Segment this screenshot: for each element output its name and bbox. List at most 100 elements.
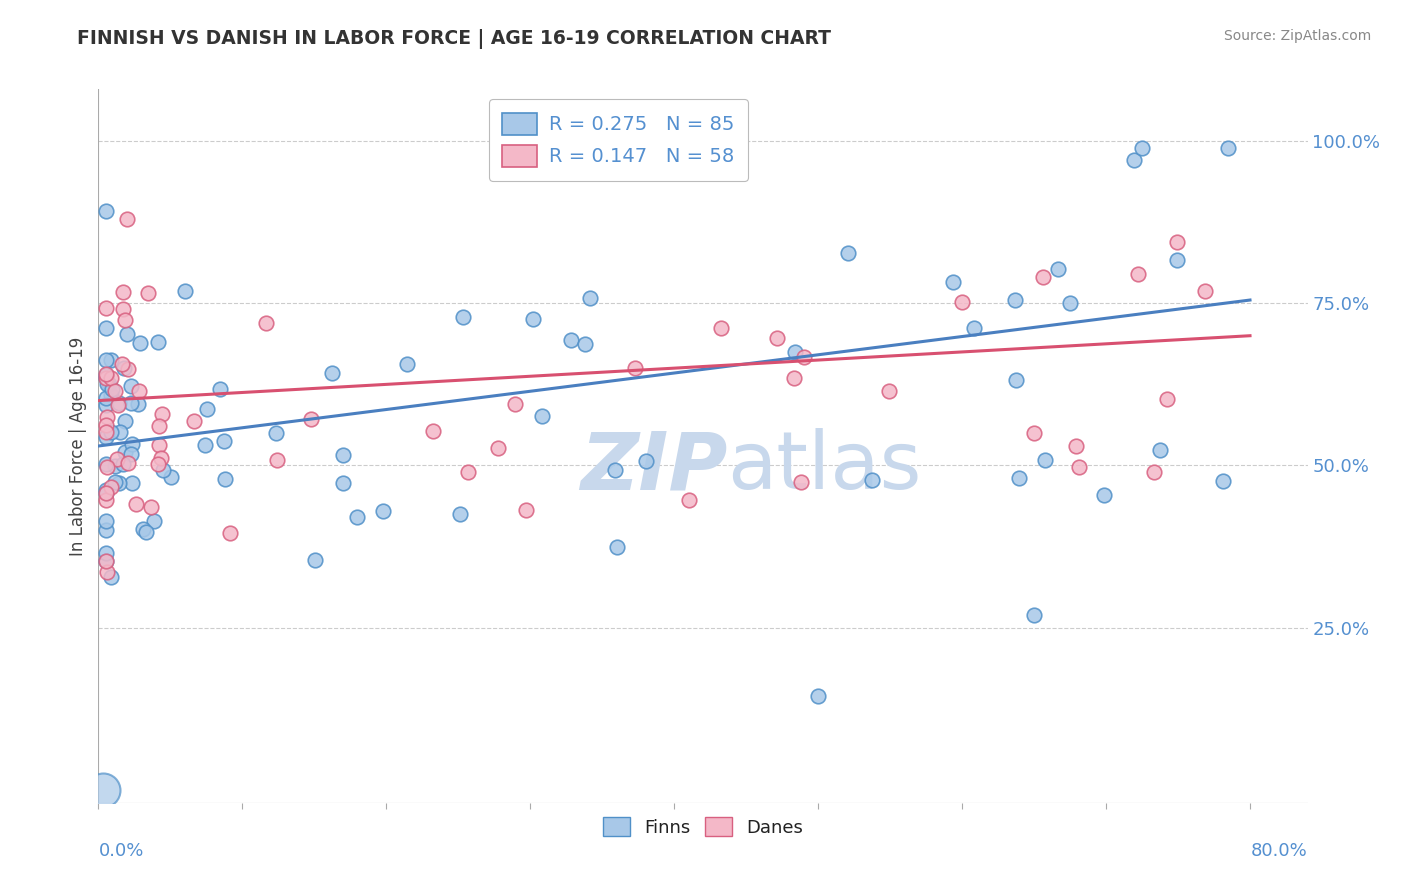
Point: [94, 457, 117, 471]
Point: [266, 426, 288, 441]
Point: [94, 483, 117, 497]
Point: [115, 211, 138, 226]
Point: [1022, 607, 1045, 622]
Point: [877, 384, 900, 398]
Point: [150, 407, 173, 421]
Point: [96, 485, 118, 500]
Point: [98, 377, 121, 392]
Point: [127, 397, 149, 411]
Point: [100, 479, 122, 493]
Point: [146, 457, 169, 471]
Point: [94, 370, 117, 384]
Point: [141, 500, 163, 515]
Point: [94, 514, 117, 528]
Point: [120, 447, 142, 461]
Point: [94, 321, 117, 335]
Point: [710, 321, 733, 335]
Point: [100, 352, 122, 367]
Point: [783, 371, 806, 385]
Point: [104, 475, 127, 490]
Point: [486, 441, 509, 455]
Point: [503, 396, 526, 410]
Point: [96, 459, 118, 474]
Text: 0.0%: 0.0%: [98, 842, 143, 860]
Point: [212, 434, 235, 449]
Point: [515, 503, 537, 517]
Point: [1143, 465, 1166, 479]
Point: [332, 448, 354, 462]
Point: [422, 424, 444, 438]
Point: [152, 463, 174, 477]
Point: [94, 368, 117, 382]
Point: [1123, 153, 1146, 168]
Point: [94, 553, 117, 567]
Point: [94, 425, 117, 439]
Point: [1126, 267, 1149, 281]
Point: [1032, 269, 1054, 284]
Point: [104, 459, 127, 474]
Point: [107, 398, 129, 412]
Point: [100, 371, 122, 385]
Point: [783, 345, 806, 359]
Point: [94, 418, 117, 433]
Point: [117, 456, 139, 470]
Point: [522, 312, 544, 326]
Point: [531, 409, 554, 423]
Legend: Finns, Danes: Finns, Danes: [596, 810, 810, 844]
Point: [148, 419, 170, 434]
Point: [146, 335, 169, 350]
Point: [606, 540, 628, 554]
Point: [1166, 235, 1188, 249]
Point: [1005, 373, 1028, 387]
Point: [94, 353, 117, 368]
Point: [121, 437, 143, 451]
Point: [108, 395, 131, 409]
Point: [574, 337, 596, 351]
Point: [120, 396, 142, 410]
Point: [194, 438, 217, 452]
Point: [1004, 293, 1026, 308]
Point: [128, 384, 150, 398]
Point: [457, 465, 479, 479]
Point: [94, 398, 117, 412]
Point: [1066, 439, 1088, 453]
Point: [115, 326, 138, 341]
Point: [96, 376, 118, 391]
Point: [304, 553, 326, 567]
Point: [114, 313, 136, 327]
Point: [218, 526, 240, 541]
Point: [111, 357, 134, 371]
Point: [114, 445, 136, 459]
Point: [860, 473, 883, 487]
Point: [94, 371, 117, 385]
Point: [766, 331, 789, 345]
Point: [150, 451, 173, 466]
Point: [1130, 140, 1153, 154]
Point: [114, 414, 136, 428]
Point: [1059, 295, 1081, 310]
Point: [449, 507, 471, 521]
Point: [91, 782, 114, 797]
Point: [1212, 474, 1234, 488]
Point: [96, 409, 118, 424]
Point: [104, 384, 127, 398]
Point: [605, 463, 627, 477]
Point: [214, 472, 236, 486]
Point: [107, 476, 129, 491]
Point: [1218, 140, 1240, 154]
Point: [135, 525, 157, 540]
Point: [266, 453, 288, 467]
Text: 80.0%: 80.0%: [1251, 842, 1308, 860]
Point: [1166, 252, 1188, 267]
Point: [1046, 262, 1069, 277]
Point: [208, 383, 231, 397]
Point: [321, 366, 343, 380]
Point: [148, 438, 170, 452]
Point: [159, 470, 181, 484]
Point: [142, 514, 165, 528]
Point: [579, 291, 602, 305]
Text: FINNISH VS DANISH IN LABOR FORCE | AGE 16-19 CORRELATION CHART: FINNISH VS DANISH IN LABOR FORCE | AGE 1…: [77, 29, 831, 48]
Point: [132, 522, 155, 536]
Point: [624, 361, 647, 376]
Point: [111, 457, 134, 471]
